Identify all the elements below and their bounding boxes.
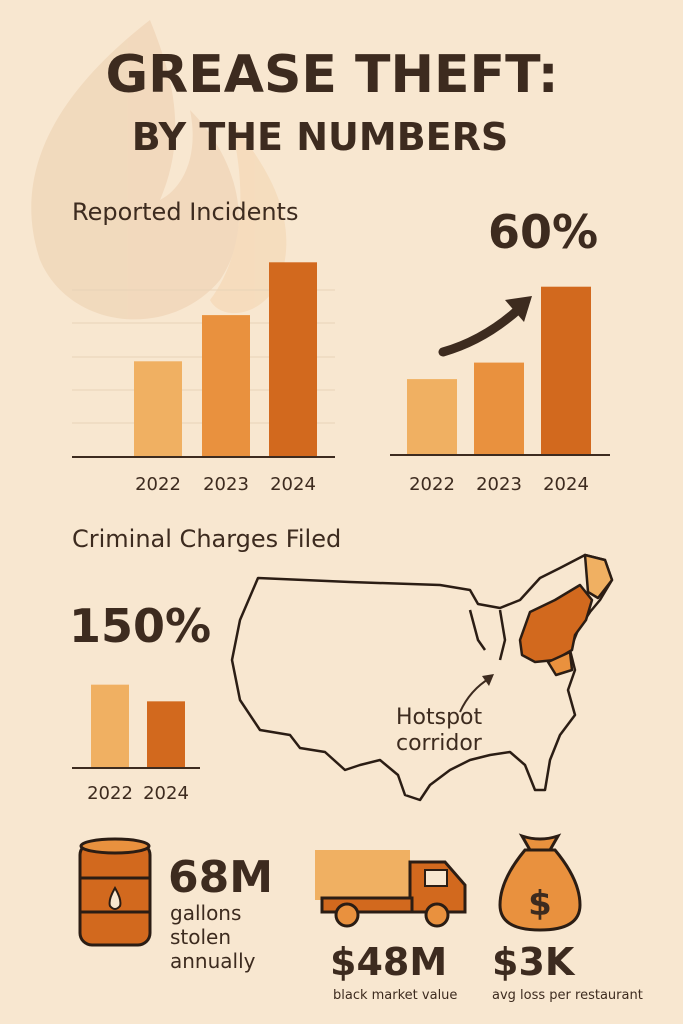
icon-symbol: $: [528, 884, 552, 924]
chart-title: Criminal Charges Filed: [72, 525, 341, 553]
bar: [474, 362, 524, 455]
x-tick-label: 2022: [135, 474, 181, 495]
flame-watermark: [31, 20, 287, 320]
chart-annotation: 150%: [69, 599, 211, 653]
x-tick-label: 2022: [87, 783, 133, 804]
x-tick-label: 2024: [270, 474, 316, 495]
x-tick-label: 2022: [409, 474, 455, 495]
x-tick-label: 2024: [143, 783, 189, 804]
stat-value: $3K: [492, 940, 576, 984]
bar: [407, 379, 457, 455]
chart-title: Reported Incidents: [72, 198, 298, 226]
trend-arrow: [438, 303, 525, 357]
chart-annotation: 60%: [488, 205, 598, 259]
stat-value: 68M: [168, 852, 273, 903]
page-title: GREASE THEFT:: [105, 45, 558, 105]
map-label: corridor: [396, 731, 483, 756]
trend-arrowhead: [505, 296, 532, 322]
stat-caption: annually: [170, 949, 256, 973]
bar: [269, 262, 317, 457]
page-subtitle: BY THE NUMBERS: [132, 115, 509, 159]
money-bag-icon: [498, 833, 582, 932]
map-label: Hotspot: [396, 705, 483, 730]
us-map: [230, 553, 614, 802]
x-tick-label: 2023: [476, 474, 522, 495]
bar: [134, 361, 182, 457]
barrel-icon: [78, 837, 152, 947]
stat-value: $48M: [330, 940, 447, 984]
bar: [541, 286, 591, 455]
dynamic-layer: Reported Incidents 2022 2023 2024 60% 2022 202…: [69, 198, 643, 1003]
bar: [147, 701, 185, 768]
x-tick-label: 2024: [543, 474, 589, 495]
stat-caption: stolen: [170, 925, 231, 949]
x-tick-label: 2023: [203, 474, 249, 495]
stat-caption: avg loss per restaurant: [492, 988, 643, 1003]
hotspot-arrowhead: [482, 674, 494, 686]
bar: [202, 315, 250, 457]
stat-caption: gallons: [170, 901, 241, 925]
bar: [91, 684, 129, 768]
truck-icon: [315, 850, 467, 928]
stat-caption: black market value: [333, 988, 457, 1003]
